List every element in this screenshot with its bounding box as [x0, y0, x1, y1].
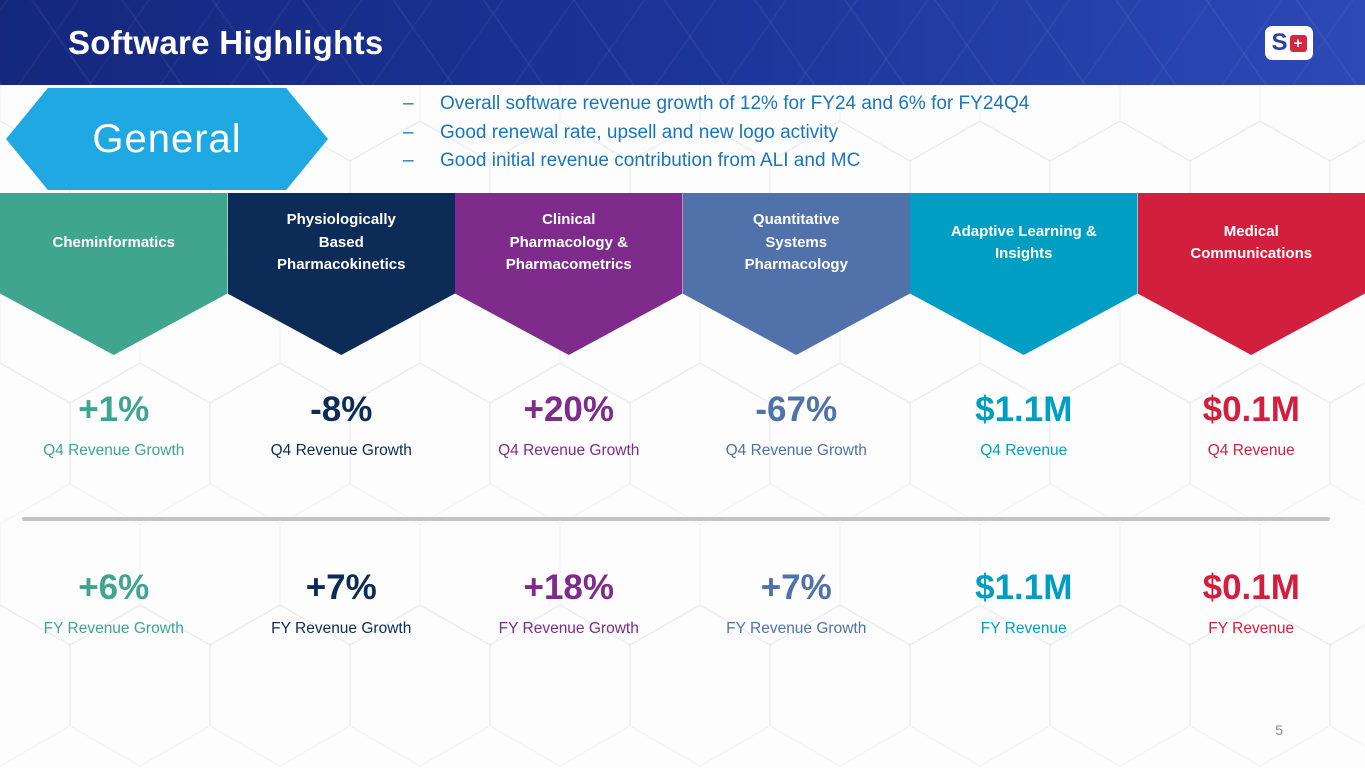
stat-label: Q4 Revenue: [1207, 442, 1295, 459]
stat-value: +1%: [78, 390, 150, 429]
ribbon-pbpk: Physiologically Based Pharmacokinetics: [227, 193, 455, 355]
stat-value: -67%: [755, 390, 838, 429]
stat-label: Q4 Revenue Growth: [725, 442, 867, 459]
stat-label: FY Revenue Growth: [726, 620, 867, 637]
stat-value: -8%: [310, 390, 373, 429]
bullet-dash: –: [403, 93, 414, 114]
bullet-item: – Good initial revenue contribution from…: [403, 147, 1029, 176]
fy-stat-pbpk: +7% FY Revenue Growth: [228, 568, 456, 638]
q4-stat-clinical-pharmacology: +20% Q4 Revenue Growth: [455, 390, 683, 460]
ribbon-label: Adaptive Learning & Insights: [950, 222, 1097, 263]
q4-stat-adaptive-learning: $1.1M Q4 Revenue: [910, 390, 1138, 460]
stat-label: Q4 Revenue: [980, 442, 1068, 459]
ribbon-label: Medical Communications: [1190, 222, 1313, 263]
fy-stat-cheminformatics: +6% FY Revenue Growth: [0, 568, 228, 638]
ribbon-cheminformatics: Cheminformatics: [0, 193, 228, 355]
fy-stat-adaptive-learning: $1.1M FY Revenue: [910, 568, 1138, 638]
slide-title: Software Highlights: [68, 23, 384, 61]
stat-label: FY Revenue: [980, 620, 1067, 637]
stat-value: $0.1M: [1202, 568, 1300, 607]
bullet-text: Overall software revenue growth of 12% f…: [440, 93, 1030, 114]
stat-label: FY Revenue Growth: [271, 620, 412, 637]
bullet-dash: –: [403, 150, 414, 171]
bullet-item: – Good renewal rate, upsell and new logo…: [403, 119, 1029, 148]
ribbon-clinical-pharmacology: Clinical Pharmacology & Pharmacometrics: [455, 193, 683, 355]
ribbon-medical-communications: Medical Communications: [1137, 193, 1365, 355]
stat-value: +6%: [78, 568, 150, 607]
stat-value: +7%: [760, 568, 832, 607]
q4-stat-qsp: -67% Q4 Revenue Growth: [683, 390, 911, 460]
ribbon-label: Physiologically Based Pharmacokinetics: [277, 211, 406, 274]
logo-s-glyph: S: [1271, 29, 1288, 56]
stat-label: Q4 Revenue Growth: [43, 442, 185, 459]
stat-label: Q4 Revenue Growth: [270, 442, 412, 459]
stat-value: $1.1M: [975, 568, 1073, 607]
bullet-item: – Overall software revenue growth of 12%…: [403, 90, 1029, 119]
fy-stats-row: +6% FY Revenue Growth +7% FY Revenue Gro…: [0, 568, 1365, 638]
page-number: 5: [1275, 722, 1283, 738]
ribbon-label: Clinical Pharmacology & Pharmacometrics: [505, 211, 632, 274]
ribbon-label: Cheminformatics: [52, 233, 176, 251]
q4-stat-cheminformatics: +1% Q4 Revenue Growth: [0, 390, 228, 460]
q4-stats-row: +1% Q4 Revenue Growth -8% Q4 Revenue Gro…: [0, 390, 1365, 460]
section-divider: [22, 517, 1330, 521]
bullet-dash: –: [403, 121, 414, 143]
q4-stat-pbpk: -8% Q4 Revenue Growth: [228, 390, 456, 460]
ribbon-label: Quantitative Systems Pharmacology: [744, 211, 848, 274]
company-logo: S +: [1265, 26, 1313, 60]
stat-label: FY Revenue Growth: [43, 620, 184, 637]
stat-value: +20%: [523, 390, 615, 429]
stat-label: FY Revenue Growth: [498, 620, 639, 637]
stat-label: Q4 Revenue Growth: [498, 442, 640, 459]
bullet-text: Good initial revenue contribution from A…: [440, 150, 861, 171]
bullet-text: Good renewal rate, upsell and new logo a…: [440, 121, 839, 143]
stat-value: +7%: [305, 568, 377, 607]
ribbon-adaptive-learning: Adaptive Learning & Insights: [910, 193, 1138, 355]
bullet-list: – Overall software revenue growth of 12%…: [403, 90, 1029, 176]
general-banner: General: [6, 88, 328, 190]
stat-value: $0.1M: [1202, 390, 1300, 429]
ribbon-qsp: Quantitative Systems Pharmacology: [682, 193, 910, 355]
stat-value: +18%: [523, 568, 615, 607]
stat-label: FY Revenue: [1208, 620, 1295, 637]
stat-value: $1.1M: [975, 390, 1073, 429]
logo-plus-icon: +: [1289, 34, 1307, 52]
q4-stat-medical-communications: $0.1M Q4 Revenue: [1138, 390, 1365, 460]
fy-stat-qsp: +7% FY Revenue Growth: [683, 568, 911, 638]
general-label: General: [92, 116, 242, 161]
ribbon-row: Cheminformatics Physiologically Based Ph…: [0, 193, 1365, 355]
fy-stat-medical-communications: $0.1M FY Revenue: [1138, 568, 1365, 638]
fy-stat-clinical-pharmacology: +18% FY Revenue Growth: [455, 568, 683, 638]
header-bar: Software Highlights S +: [0, 0, 1365, 85]
